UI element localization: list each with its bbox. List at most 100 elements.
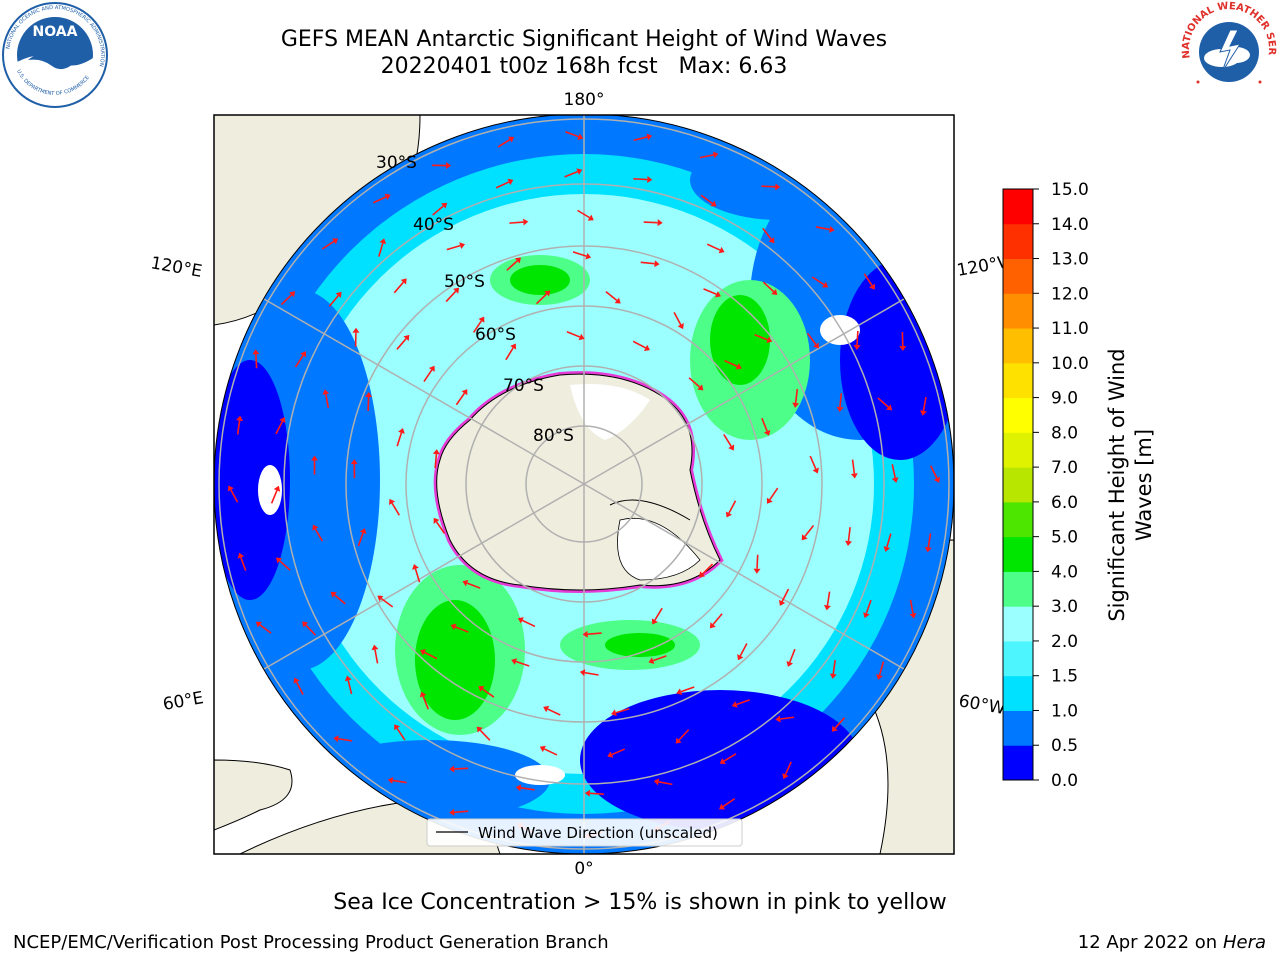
wave-arrow [673,312,682,326]
wave-arrow [633,177,648,181]
wave-arrow-head [300,351,307,358]
footer-branch: NCEP/EMC/Verification Post Processing Pr… [13,932,609,953]
wave-arrow-head [510,343,517,350]
wave-arrow-head [863,612,870,619]
wave-arrow [784,761,792,775]
wave-arrow [851,459,856,474]
map-legend: Wind Wave Direction (unscaled) [426,818,743,847]
lon-label-top: 180° [564,90,605,110]
wave-arrow [422,695,430,710]
wave-arrow [515,660,530,667]
colorbar-label-line1: Significant Height of Wind [1105,348,1129,621]
colorbar-swatch [1003,467,1033,503]
wave-arrow [565,130,579,138]
wave-arrow [328,295,339,307]
graticule [218,115,950,854]
wave-arrow-head [786,660,794,667]
wave-arrow-head [237,552,245,559]
wave-arrow [712,613,723,626]
wave-arrow-head [920,410,927,416]
wave-arrow-head [587,214,594,221]
colorbar-tick-label: 8.0 [1051,423,1078,443]
wave-arrow [589,792,604,795]
colorbar-tick-label: 7.0 [1051,458,1078,478]
wave-arrow-head [883,546,891,552]
wave-arrow-head [737,654,744,661]
colorbar-tick-label: 10.0 [1051,354,1089,374]
wave-arrow-head [933,476,941,483]
wave-arrow [391,502,400,516]
lat-label-80s: 80°S [533,426,574,446]
wave-arrow-head [836,406,844,413]
wave-arrow [279,560,291,571]
wave-arrow-head [753,568,761,574]
wave-arrow-head [768,237,775,244]
wave-arrow [432,205,444,216]
wave-arrow-head [718,246,725,254]
wave-arrow-head [433,517,440,524]
wave-arrow [434,454,438,469]
wave-arrow [680,686,695,693]
wave-arrow-head [412,564,419,570]
wave-arrow [756,554,759,569]
lon-label-upper-left: 120°E [149,253,203,282]
wave-arrow-head [379,238,387,245]
wave-arrow-head [578,333,585,341]
wave-arrow-head [394,724,400,731]
wave-arrow [396,727,406,741]
wave-arrow [584,671,599,676]
wave-arrow [455,392,466,406]
wave-arrow [761,185,776,188]
wave-arrow-head [445,162,452,170]
wave-arrow-head [775,715,781,723]
wave-arrow [314,528,324,542]
wave-arrow [454,810,469,814]
wave-arrow [728,500,737,514]
noaa-logo-name: NOAA [33,24,78,40]
wave-arrow [396,432,403,447]
wave-arrow [804,524,815,537]
wave-arrow [479,729,491,741]
wave-arrow [445,290,457,303]
wave-arrow-head [514,257,522,264]
wave-arrow-head [450,623,457,631]
wave-arrow [566,331,581,338]
wave-arrow [909,599,914,614]
colorbar-label-line2: Waves [m] [1132,429,1156,541]
wave-arrow [703,288,717,296]
wave-arrow-head [350,459,358,465]
wave-arrow [454,767,469,770]
wave-arrow-head [255,621,262,628]
wave-arrow-head [775,183,781,191]
wave-arrow [295,681,304,695]
wave-arrow [706,243,721,251]
wave-arrow [305,624,316,636]
wave-arrow-head [715,291,722,298]
colorbar-swatch [1003,536,1033,572]
wave-arrow [723,753,737,762]
wave-arrow [424,651,438,660]
wave-arrow-head [614,297,621,304]
wave-arrow-head [453,287,460,294]
lat-label-40s: 40°S [413,215,454,235]
wave-arrow-head [432,449,440,455]
wave-arrow [446,244,461,251]
lat-label-50s: 50°S [444,272,485,292]
wave-arrow [321,240,335,250]
wave-arrow-head [792,402,800,408]
wave-arrow [372,196,387,204]
wave-arrow-head [611,709,617,717]
antarctica [433,371,724,593]
wave-arrow [472,320,483,333]
wave-arrow-head [289,291,296,298]
wave-arrow [654,607,663,621]
wave-arrow-head [850,473,858,479]
wave-arrow [754,333,768,341]
footer-host: Hera [1222,932,1266,953]
wave-arrow [865,599,872,614]
colorbar-swatch [1003,362,1033,399]
wave-arrow [454,626,469,633]
wave-arrow-head [853,344,861,350]
colorbar-swatch [1003,223,1033,260]
wave-arrow [255,354,258,369]
